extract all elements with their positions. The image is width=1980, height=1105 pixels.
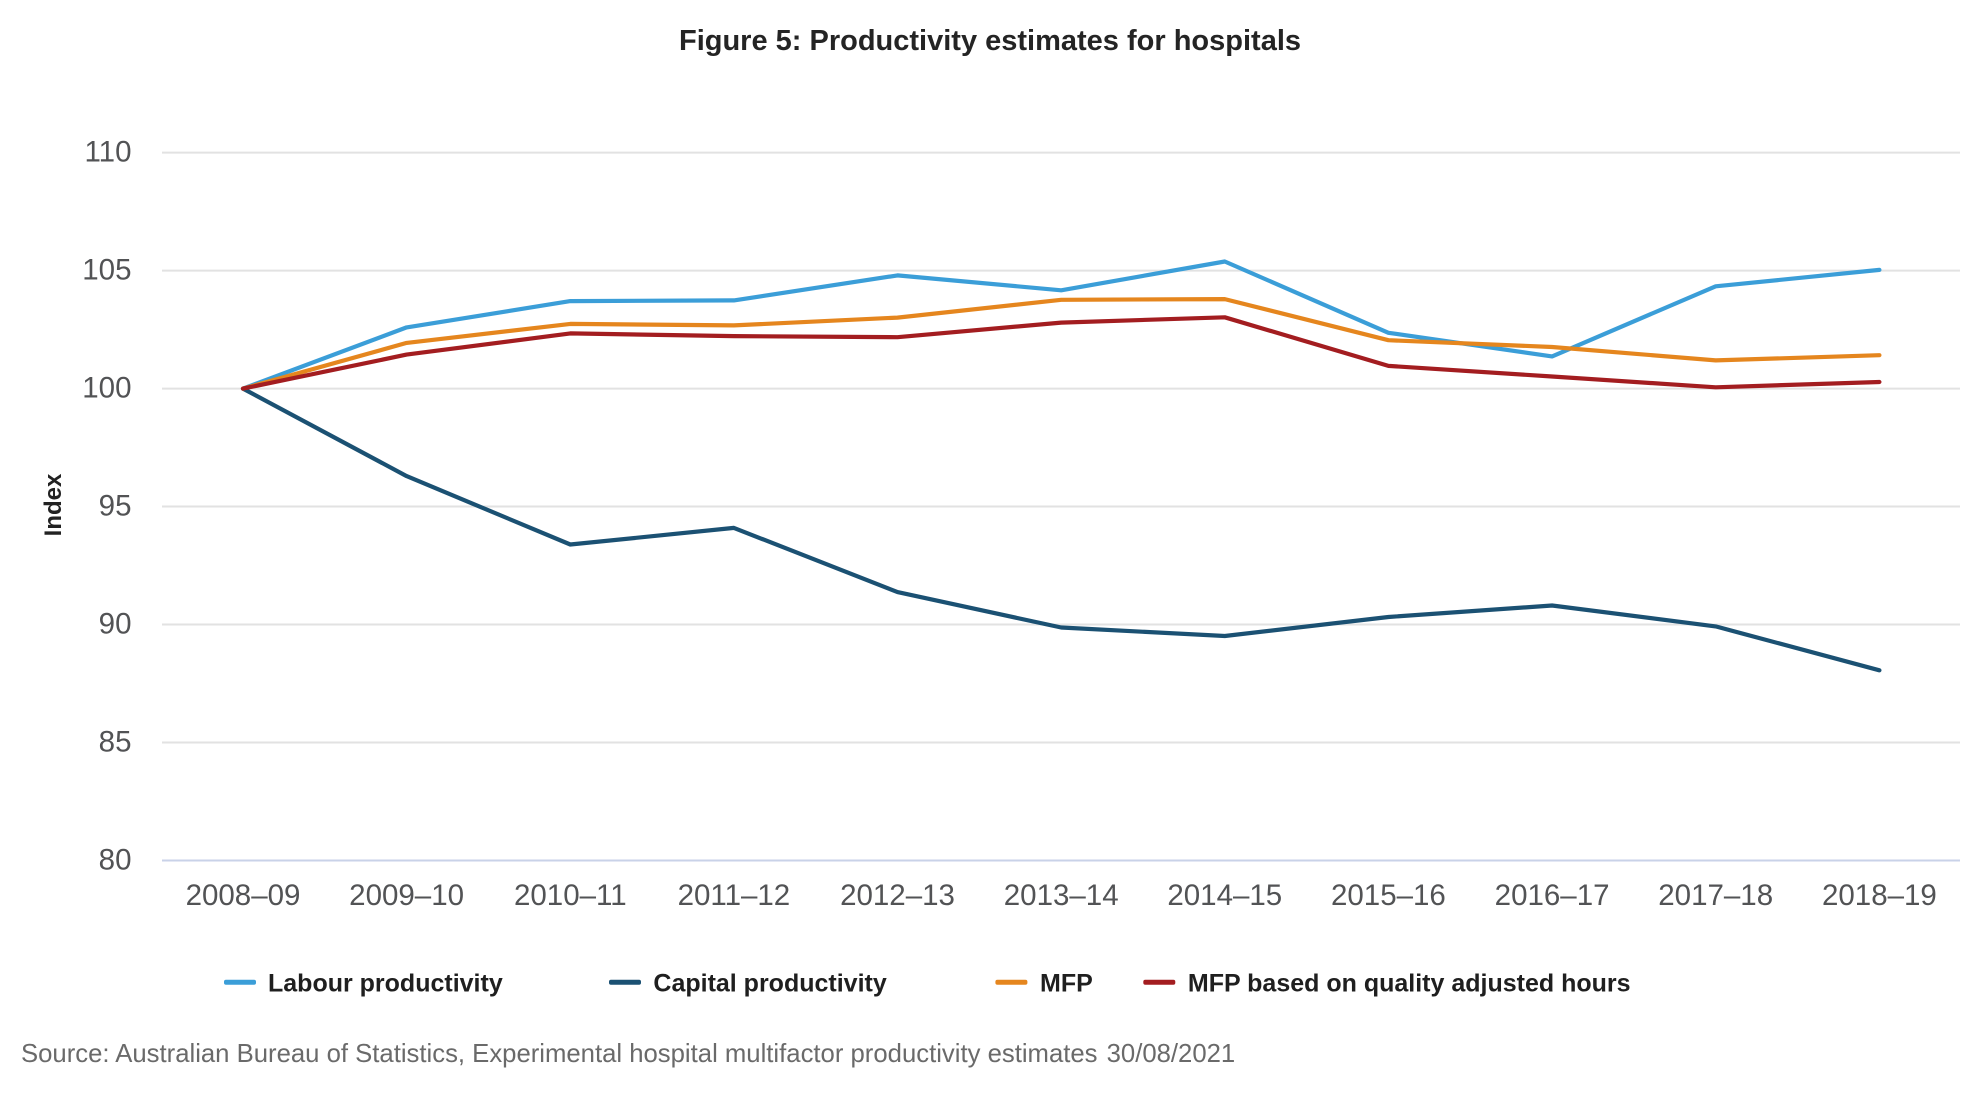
svg-text:80: 80 (99, 844, 132, 877)
svg-text:2016–17: 2016–17 (1495, 879, 1610, 912)
svg-text:85: 85 (99, 726, 132, 759)
svg-text:2008–09: 2008–09 (186, 879, 301, 912)
svg-text:2011–12: 2011–12 (678, 879, 791, 912)
svg-text:2009–10: 2009–10 (349, 879, 464, 912)
svg-text:2017–18: 2017–18 (1658, 879, 1773, 912)
svg-text:110: 110 (84, 136, 131, 169)
svg-text:MFP: MFP (1040, 970, 1093, 998)
svg-text:2012–13: 2012–13 (840, 879, 955, 912)
svg-text:100: 100 (82, 372, 131, 405)
svg-text:2010–11: 2010–11 (514, 879, 627, 912)
svg-text:2015–16: 2015–16 (1331, 879, 1446, 912)
svg-text:105: 105 (82, 254, 131, 287)
svg-text:90: 90 (99, 608, 132, 641)
svg-text:Figure 5: Productivity estimat: Figure 5: Productivity estimates for hos… (679, 25, 1301, 57)
svg-text:2013–14: 2013–14 (1004, 879, 1119, 912)
svg-text:Source: Australian Bureau of S: Source: Australian Bureau of Statistics,… (21, 1040, 1235, 1068)
svg-text:2018–19: 2018–19 (1822, 879, 1937, 912)
svg-text:Index: Index (40, 473, 67, 536)
svg-text:MFP based on quality adjusted: MFP based on quality adjusted hours (1188, 970, 1631, 998)
svg-text:Capital productivity: Capital productivity (653, 970, 886, 998)
svg-text:2014–15: 2014–15 (1167, 879, 1282, 912)
svg-text:Labour productivity: Labour productivity (268, 970, 503, 998)
svg-text:95: 95 (99, 490, 132, 523)
